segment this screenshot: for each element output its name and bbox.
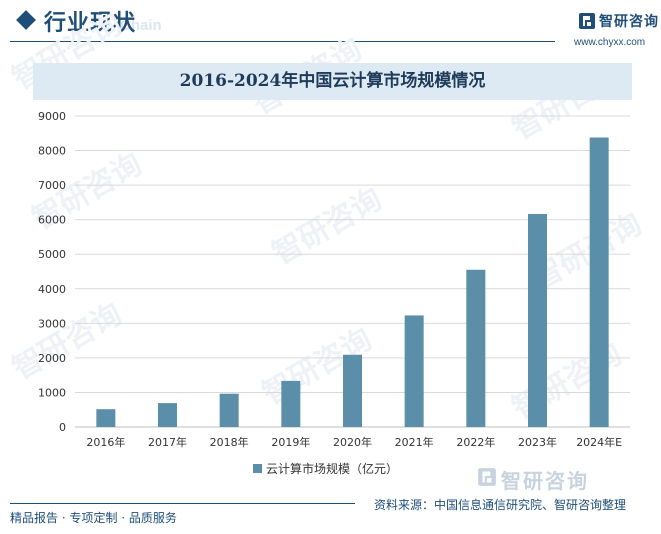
bar: [158, 403, 177, 427]
bar: [528, 213, 547, 427]
header-divider: [10, 41, 555, 42]
x-tick-label: 2020年: [333, 435, 372, 449]
chart-title-band: 2016-2024年中国云计算市场规模情况: [33, 63, 632, 100]
x-tick-label: 2019年: [271, 435, 310, 449]
x-tick-label: 2021年: [395, 435, 434, 449]
x-tick-label: 2017年: [148, 435, 187, 449]
footer-tagline: 精品报告 · 专项定制 · 品质服务: [10, 511, 177, 525]
bar: [343, 354, 362, 427]
x-axis-ticks: 2016年 2017年 2018年 2019年 2020年 2021年 2022年 2023年…: [86, 435, 622, 449]
bar: [96, 409, 116, 427]
brand-logo-icon: [579, 13, 595, 29]
x-tick-label: 2022年: [456, 435, 495, 449]
brand-url: www.chyxx.com: [574, 37, 646, 48]
y-tick-label: 3000: [38, 317, 66, 330]
footer-divider: [10, 503, 355, 504]
y-tick-label: 8000: [38, 145, 66, 158]
y-tick-label: 2000: [38, 352, 66, 365]
x-tick-label: 2024年E: [576, 435, 622, 449]
bars: [96, 137, 609, 427]
y-tick-label: 1000: [38, 386, 66, 399]
x-tick-label: 2018年: [210, 435, 249, 449]
page-title: 行业现状: [44, 11, 137, 36]
brand-name: 智研咨询: [599, 14, 659, 30]
watermark-text: 智研咨询: [507, 337, 628, 427]
watermark-text: 智研咨询: [7, 297, 128, 387]
bar: [219, 393, 239, 427]
y-tick-label: 9000: [38, 110, 66, 123]
y-tick-label: 7000: [38, 179, 66, 192]
y-tick-label: 6000: [38, 214, 66, 227]
bar: [589, 137, 609, 427]
x-tick-label: 2016年: [86, 435, 125, 449]
y-tick-label: 4000: [38, 283, 66, 296]
y-tick-label: 5000: [38, 248, 66, 261]
legend-swatch: [253, 464, 262, 473]
bar: [281, 380, 301, 427]
bar: [466, 269, 486, 427]
x-tick-label: 2023年: [518, 435, 557, 449]
watermark-text: 智研咨询: [267, 182, 388, 272]
source-note: 资料来源：中国信息通信研究院、智研咨询整理: [374, 498, 627, 512]
bar: [404, 315, 424, 427]
page-header: Chain 行业现状 智研咨询 www.chyxx.com: [0, 0, 661, 48]
chart-title: 2016-2024年中国云计算市场规模情况: [179, 71, 486, 91]
footer-logo-icon: [478, 468, 496, 486]
y-tick-label: 0: [59, 421, 66, 434]
footer-logo-name: 智研咨询: [501, 469, 589, 493]
y-axis-ticks: 0 1000 2000 3000 4000 5000 6000 7000 8000 9000: [38, 110, 66, 434]
header-subtitle: Chain: [120, 17, 162, 34]
footer-logo: 智研咨询: [477, 467, 587, 493]
legend-label: 云计算市场规模（亿元）: [266, 462, 399, 476]
